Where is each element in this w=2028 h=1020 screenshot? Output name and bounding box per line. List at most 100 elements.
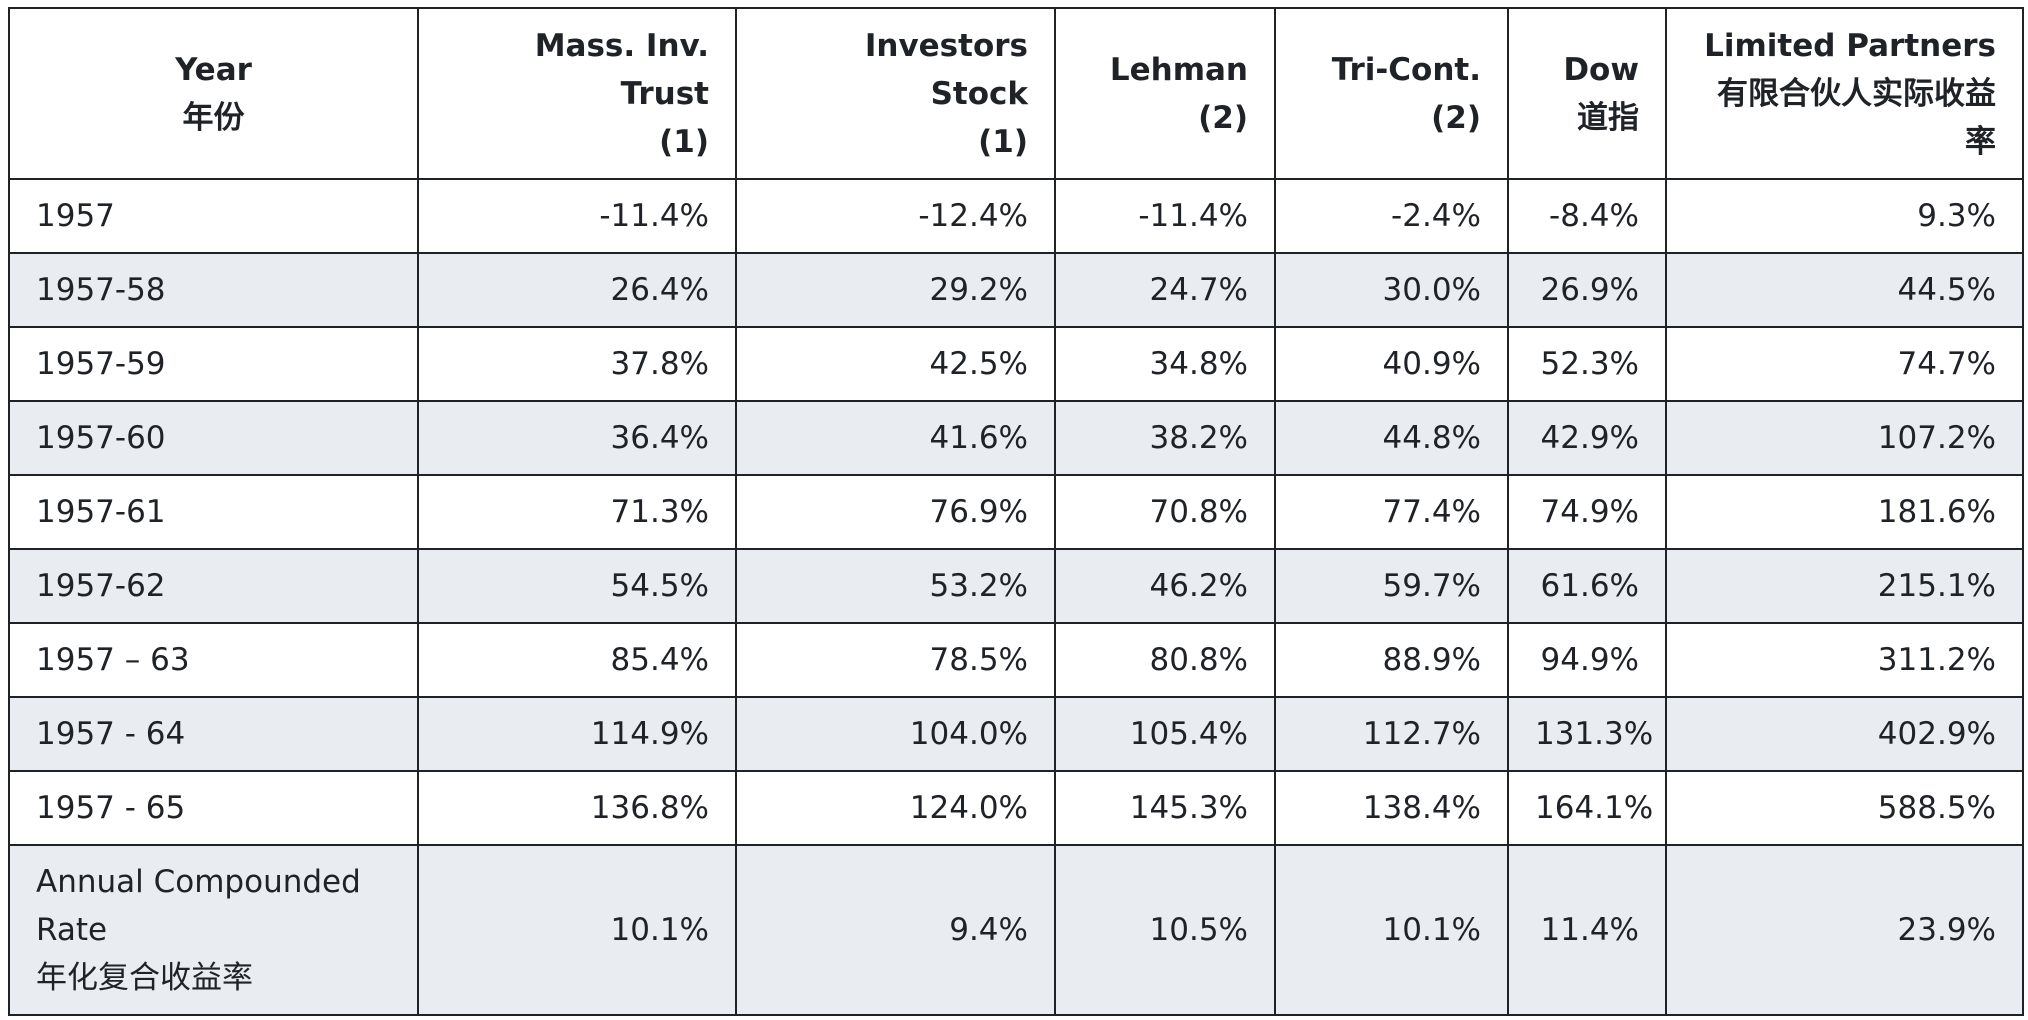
cell-investors-stock: 104.0% — [735, 696, 1056, 772]
cell-mass-inv-trust: 54.5% — [417, 548, 737, 624]
header-sublabel-cont: 率 — [1965, 123, 1996, 160]
cell-dow: 74.9% — [1507, 474, 1667, 550]
cell-year: 1957-62 — [8, 548, 419, 624]
cell-limited-partners: 181.6% — [1665, 474, 2024, 550]
cell-limited-partners: 215.1% — [1665, 548, 2024, 624]
cell-lehman: -11.4% — [1054, 178, 1276, 254]
cell-tri-cont: 44.8% — [1274, 400, 1509, 476]
cell-mass-inv-trust: 37.8% — [417, 326, 737, 402]
cell-tri-cont: 88.9% — [1274, 622, 1509, 698]
table-row: 1957-58 26.4% 29.2% 24.7% 30.0% 26.9% 44.5% — [8, 252, 2024, 328]
table-row: 1957-62 54.5% 53.2% 46.2% 59.7% 61.6% 215.1% — [8, 548, 2024, 624]
header-year: Year 年份 — [8, 7, 419, 180]
cell-tri-cont: 138.4% — [1274, 770, 1509, 846]
cell-investors-stock: 76.9% — [735, 474, 1056, 550]
cell-tri-cont: 77.4% — [1274, 474, 1509, 550]
cell-dow: 52.3% — [1507, 326, 1667, 402]
table-row: 1957 -11.4% -12.4% -11.4% -2.4% -8.4% 9.3% — [8, 178, 2024, 254]
cell-year: 1957 – 63 — [8, 622, 419, 698]
summary-label-line: 年化复合收益率 — [36, 960, 253, 996]
cell-lehman: 145.3% — [1054, 770, 1276, 846]
summary-row: Annual Compounded Rate 年化复合收益率 10.1% 9.4% 10.… — [8, 844, 2024, 1016]
cell-lehman: 80.8% — [1054, 622, 1276, 698]
header-dow: Dow 道指 — [1507, 7, 1667, 180]
cell-mass-inv-trust: 36.4% — [417, 400, 737, 476]
header-sublabel: (2) — [1198, 99, 1248, 136]
cell-dow: 94.9% — [1507, 622, 1667, 698]
summary-cell-dow: 11.4% — [1507, 844, 1667, 1016]
cell-lehman: 24.7% — [1054, 252, 1276, 328]
header-lehman: Lehman (2) — [1054, 7, 1276, 180]
cell-tri-cont: 59.7% — [1274, 548, 1509, 624]
table-row: 1957-61 71.3% 76.9% 70.8% 77.4% 74.9% 181.6% — [8, 474, 2024, 550]
cell-tri-cont: -2.4% — [1274, 178, 1509, 254]
cell-year: 1957 — [8, 178, 419, 254]
cell-mass-inv-trust: 85.4% — [417, 622, 737, 698]
cell-limited-partners: 588.5% — [1665, 770, 2024, 846]
header-sublabel: (1) — [978, 123, 1028, 160]
table-row: 1957 - 65 136.8% 124.0% 145.3% 138.4% 164.1% 5… — [8, 770, 2024, 846]
cell-investors-stock: 78.5% — [735, 622, 1056, 698]
cell-limited-partners: 402.9% — [1665, 696, 2024, 772]
summary-label: Annual Compounded Rate 年化复合收益率 — [8, 844, 419, 1016]
cell-tri-cont: 30.0% — [1274, 252, 1509, 328]
cell-mass-inv-trust: 136.8% — [417, 770, 737, 846]
cell-limited-partners: 107.2% — [1665, 400, 2024, 476]
cell-mass-inv-trust: 71.3% — [417, 474, 737, 550]
table-row: 1957 - 64 114.9% 104.0% 105.4% 112.7% 131.3% 4… — [8, 696, 2024, 772]
table-row: 1957-59 37.8% 42.5% 34.8% 40.9% 52.3% 74.7% — [8, 326, 2024, 402]
header-label: Lehman — [1109, 51, 1248, 88]
header-mass-inv-trust: Mass. Inv. Trust (1) — [417, 7, 737, 180]
cell-dow: -8.4% — [1507, 178, 1667, 254]
cell-limited-partners: 74.7% — [1665, 326, 2024, 402]
cell-investors-stock: 124.0% — [735, 770, 1056, 846]
cell-dow: 164.1% — [1507, 770, 1667, 846]
cell-limited-partners: 9.3% — [1665, 178, 2024, 254]
cell-limited-partners: 44.5% — [1665, 252, 2024, 328]
summary-cell-limited-partners: 23.9% — [1665, 844, 2024, 1016]
cell-year: 1957-61 — [8, 474, 419, 550]
cell-lehman: 34.8% — [1054, 326, 1276, 402]
summary-cell-investors-stock: 9.4% — [735, 844, 1056, 1016]
header-sublabel: 道指 — [1577, 99, 1639, 136]
cell-limited-partners: 311.2% — [1665, 622, 2024, 698]
cell-year: 1957 - 65 — [8, 770, 419, 846]
header-sublabel: (1) — [659, 123, 709, 160]
header-label: Limited Partners — [1704, 27, 1996, 64]
cell-tri-cont: 40.9% — [1274, 326, 1509, 402]
header-label: Year — [175, 51, 252, 88]
table-row: 1957-60 36.4% 41.6% 38.2% 44.8% 42.9% 107.2% — [8, 400, 2024, 476]
header-row: Year 年份 Mass. Inv. Trust (1) Investors S… — [8, 7, 2024, 180]
cell-lehman: 38.2% — [1054, 400, 1276, 476]
cell-mass-inv-trust: 26.4% — [417, 252, 737, 328]
summary-cell-mass-inv-trust: 10.1% — [417, 844, 737, 1016]
cell-tri-cont: 112.7% — [1274, 696, 1509, 772]
summary-cell-tri-cont: 10.1% — [1274, 844, 1509, 1016]
summary-cell-lehman: 10.5% — [1054, 844, 1276, 1016]
header-label: Tri-Cont. — [1331, 51, 1481, 88]
cell-investors-stock: 41.6% — [735, 400, 1056, 476]
header-label: Mass. Inv. Trust — [534, 27, 709, 112]
header-sublabel: 年份 — [182, 99, 245, 136]
cell-investors-stock: 42.5% — [735, 326, 1056, 402]
cell-mass-inv-trust: 114.9% — [417, 696, 737, 772]
cell-dow: 26.9% — [1507, 252, 1667, 328]
cell-dow: 61.6% — [1507, 548, 1667, 624]
header-limited-partners: Limited Partners 有限合伙人实际收益 率 — [1665, 7, 2024, 180]
header-label: Dow — [1563, 51, 1639, 88]
cell-mass-inv-trust: -11.4% — [417, 178, 737, 254]
table-row: 1957 – 63 85.4% 78.5% 80.8% 88.9% 94.9% 311.2% — [8, 622, 2024, 698]
cell-lehman: 70.8% — [1054, 474, 1276, 550]
cell-dow: 131.3% — [1507, 696, 1667, 772]
cell-investors-stock: 53.2% — [735, 548, 1056, 624]
cell-lehman: 46.2% — [1054, 548, 1276, 624]
cell-lehman: 105.4% — [1054, 696, 1276, 772]
header-investors-stock: Investors Stock (1) — [735, 7, 1056, 180]
cell-year: 1957-60 — [8, 400, 419, 476]
cell-dow: 42.9% — [1507, 400, 1667, 476]
header-tri-cont: Tri-Cont. (2) — [1274, 7, 1509, 180]
returns-table: Year 年份 Mass. Inv. Trust (1) Investors S… — [8, 7, 2024, 1016]
cell-year: 1957-59 — [8, 326, 419, 402]
summary-label-line: Annual Compounded — [36, 864, 361, 900]
cell-investors-stock: 29.2% — [735, 252, 1056, 328]
